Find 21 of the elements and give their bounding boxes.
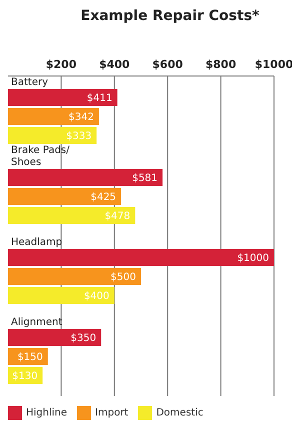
legend-label: Domestic <box>156 408 204 419</box>
data-label: $130 <box>12 371 38 382</box>
data-label: $342 <box>68 112 94 124</box>
data-label: $500 <box>110 272 136 284</box>
legend-label: Highline <box>26 408 68 419</box>
data-label: $425 <box>90 192 116 204</box>
x-tick-label: $600 <box>152 58 184 71</box>
data-label: $581 <box>132 173 158 184</box>
y-tick-label: Battery <box>11 77 48 88</box>
x-tick-label: $400 <box>99 58 130 71</box>
legend-label: Import <box>95 408 128 419</box>
data-label: $150 <box>17 352 43 364</box>
data-label: $333 <box>66 131 92 142</box>
x-tick-label: $200 <box>46 58 77 71</box>
chart-title: Example Repair Costs* <box>80 8 260 24</box>
data-label: $411 <box>86 93 112 104</box>
data-label: $400 <box>84 291 110 302</box>
data-label: $350 <box>70 333 96 344</box>
data-label: $1000 <box>237 253 269 264</box>
x-tick-label: $800 <box>205 58 236 71</box>
data-label: $478 <box>104 211 130 222</box>
